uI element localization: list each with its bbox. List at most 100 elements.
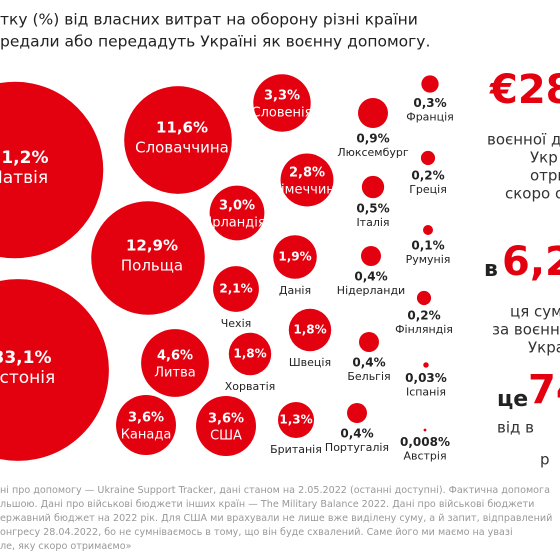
- bubble: [416, 290, 432, 306]
- value-label: 2,1%: [219, 282, 252, 296]
- value-label: 4,6%: [157, 349, 193, 364]
- value-label: 1,8%: [293, 323, 326, 337]
- bubble: [277, 401, 315, 439]
- bubble: [423, 362, 429, 368]
- footer-line: ні про допомогу — Ukraine Support Tracke…: [0, 484, 550, 496]
- bubble: [196, 396, 256, 456]
- value-label: 2,8%: [289, 166, 325, 181]
- panel-text: Укр: [530, 149, 558, 167]
- value-label: 12,9%: [126, 237, 178, 255]
- category-label: Франція: [406, 111, 454, 124]
- bubble: [91, 201, 205, 315]
- category-label: Румунія: [406, 253, 451, 266]
- category-label: Люксембург: [337, 146, 409, 159]
- category-label: Словаччина: [135, 139, 229, 157]
- big-number: 74: [528, 367, 560, 413]
- bubble: [423, 225, 433, 235]
- panel-prefix: в: [484, 257, 498, 282]
- category-label: Данія: [279, 284, 311, 297]
- panel-prefix: це: [497, 387, 528, 412]
- title-line: редали або передадуть Україні як воєнну …: [0, 33, 430, 51]
- bubble: [0, 81, 104, 259]
- bubble: [420, 150, 436, 166]
- category-label: Хорватія: [225, 380, 276, 393]
- value-label: 1,3%: [279, 413, 312, 427]
- category-label: Німеччина: [271, 183, 342, 198]
- panel-text: від в: [497, 419, 534, 437]
- category-label: Італія: [356, 216, 389, 229]
- value-label: 0,9%: [356, 131, 389, 145]
- panel-text: р: [540, 451, 550, 469]
- value-label: 0,3%: [413, 96, 446, 110]
- panel-text: за воєнний: [492, 321, 560, 339]
- category-label: Британія: [270, 443, 322, 456]
- bubble: [358, 98, 388, 128]
- category-label: Швеція: [289, 356, 331, 369]
- bubble: [141, 329, 209, 397]
- bubble: [421, 75, 439, 93]
- value-label: 31,2%: [0, 148, 48, 168]
- category-label: Латвія: [0, 168, 48, 188]
- panel-text: воєнної д: [487, 131, 560, 149]
- big-number: €28: [489, 67, 560, 113]
- value-label: 3,6%: [208, 412, 244, 427]
- panel-text: ця сумм: [510, 303, 560, 321]
- category-label: Польща: [121, 257, 183, 275]
- value-label: 33,1%: [0, 348, 51, 368]
- value-label: 0,4%: [352, 355, 385, 369]
- category-label: Фінляндія: [395, 323, 453, 336]
- panel-text: отри: [530, 167, 560, 185]
- category-label: Нідерланди: [337, 284, 405, 297]
- title-line: тку (%) від власних витрат на оборону рі…: [0, 11, 418, 29]
- bubble: [228, 332, 272, 376]
- category-label: Ірландія: [208, 216, 265, 231]
- bubble: [209, 185, 265, 241]
- value-label: 0,03%: [405, 371, 447, 385]
- value-label: 3,3%: [264, 89, 300, 104]
- value-label: 0,2%: [411, 169, 444, 183]
- category-label: Литва: [154, 366, 195, 381]
- panel-text: Укра: [528, 339, 560, 357]
- value-label: 0,4%: [354, 269, 387, 283]
- bubble: [423, 428, 427, 432]
- bubble: [124, 86, 232, 194]
- value-label: 0,1%: [411, 238, 444, 252]
- bubble: [116, 395, 176, 455]
- bubble: [0, 279, 109, 461]
- bubble: [359, 332, 379, 352]
- value-label: 11,6%: [156, 119, 208, 137]
- panel-text: скоро о: [505, 185, 560, 203]
- value-label: 3,0%: [219, 199, 255, 214]
- bubble: [361, 175, 385, 199]
- bubble: [213, 266, 259, 312]
- category-label: Греція: [409, 183, 447, 196]
- category-label: Естонія: [0, 368, 55, 388]
- bubble: [361, 246, 381, 266]
- footer-line: ержавний бюджет на 2022 рік. Для США ми …: [0, 512, 552, 524]
- bubble: [253, 74, 311, 132]
- value-label: 1,9%: [278, 250, 311, 264]
- category-label: Португалія: [325, 441, 389, 454]
- big-number: 6,2: [502, 239, 560, 285]
- category-label: США: [210, 429, 242, 444]
- category-label: Канада: [121, 428, 172, 443]
- value-label: 1,8%: [233, 347, 266, 361]
- bubble: [288, 308, 332, 352]
- footer-line: онгресу 28.04.2022, бо не сумніваємось в…: [0, 526, 513, 538]
- footer-line: ле, яку скоро отримаємо»: [0, 541, 132, 552]
- category-label: Чехія: [221, 317, 252, 330]
- value-label: 0,008%: [400, 435, 450, 449]
- bubble: [273, 235, 317, 279]
- value-label: 3,6%: [128, 411, 164, 426]
- category-label: Бельгія: [347, 370, 390, 383]
- footer-line: льшою. Дані про військові бюджети інших …: [0, 498, 534, 510]
- value-label: 0,4%: [340, 426, 373, 440]
- category-label: Іспанія: [406, 386, 446, 399]
- category-label: Австрія: [403, 449, 446, 462]
- bubble: [280, 153, 334, 207]
- value-label: 0,5%: [356, 202, 389, 216]
- bubble: [347, 403, 367, 423]
- value-label: 0,2%: [407, 309, 440, 323]
- category-label: Словенія: [252, 106, 313, 121]
